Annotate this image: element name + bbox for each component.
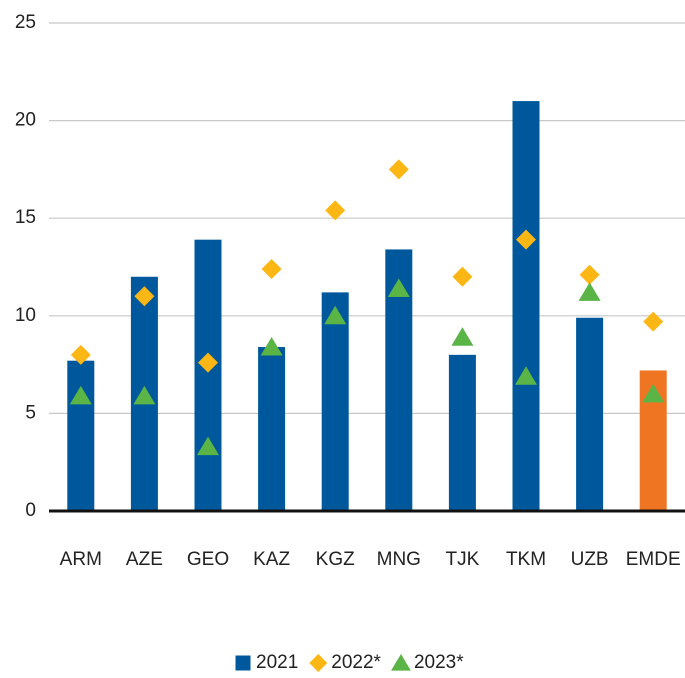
triangle-marker — [642, 383, 665, 403]
triangle-marker — [324, 305, 347, 325]
x-tick-label: MNG — [377, 549, 421, 570]
diamond-marker — [388, 159, 409, 180]
legend-label: 2022* — [331, 652, 381, 673]
triangle-marker — [197, 436, 219, 456]
legend-marker — [309, 654, 328, 672]
bar — [448, 354, 476, 511]
y-tick-label: 5 — [25, 402, 36, 423]
diamond-marker — [452, 266, 473, 287]
triangle-marker — [578, 282, 601, 301]
x-tick-label: AZE — [126, 549, 163, 570]
x-tick-label: GEO — [187, 549, 229, 570]
triangle-marker — [133, 385, 156, 405]
legend-marker — [391, 654, 411, 671]
diamond-marker — [325, 200, 346, 221]
y-tick-label: 25 — [15, 12, 36, 33]
x-tick-label: UZB — [571, 549, 609, 570]
x-tick-label: ARM — [60, 549, 102, 570]
diamond-marker — [134, 286, 155, 307]
legend-label: 2023* — [414, 652, 464, 673]
x-tick-label: KGZ — [316, 549, 355, 570]
legend-label: 2021 — [256, 652, 298, 673]
legend-marker — [235, 655, 251, 671]
y-tick-label: 20 — [15, 110, 36, 131]
x-tick-label: TKM — [506, 549, 546, 570]
x-tick-label: TJK — [446, 549, 480, 570]
triangle-marker — [387, 278, 410, 297]
y-tick-label: 15 — [15, 207, 36, 228]
y-tick-label: 10 — [15, 305, 36, 326]
diamond-marker — [70, 344, 91, 365]
triangle-marker — [260, 337, 283, 356]
bar — [321, 292, 349, 511]
x-tick-label: KAZ — [253, 549, 290, 570]
x-tick-label: EMDE — [626, 549, 681, 570]
diamond-marker — [516, 229, 536, 250]
bar — [258, 347, 286, 511]
bar — [194, 239, 222, 511]
diamond-marker — [579, 264, 600, 285]
triangle-marker — [451, 327, 474, 346]
diamond-marker — [643, 311, 664, 332]
triangle-marker — [69, 385, 92, 405]
diamond-marker — [261, 258, 282, 279]
triangle-marker — [515, 366, 537, 385]
diamond-marker — [198, 352, 218, 373]
bar — [576, 317, 604, 511]
bar — [67, 360, 95, 511]
bar — [512, 101, 540, 511]
y-tick-label: 0 — [25, 500, 36, 521]
